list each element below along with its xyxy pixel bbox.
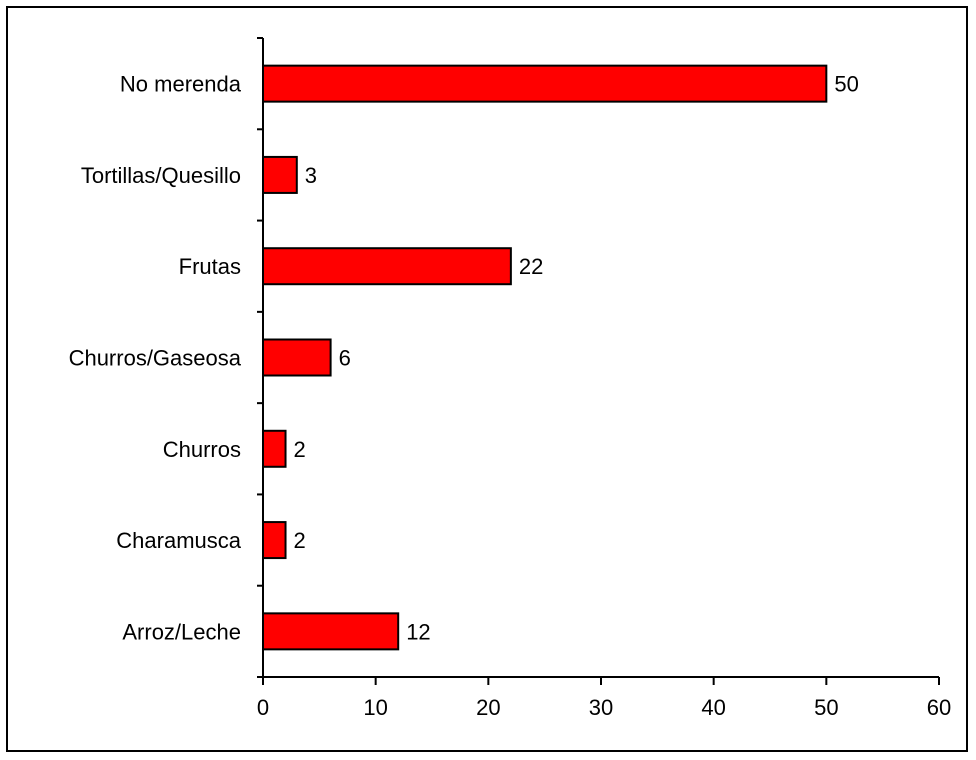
category-label: Frutas xyxy=(179,254,241,279)
category-label: Tortillas/Quesillo xyxy=(81,163,241,188)
bar xyxy=(262,429,287,468)
category-label: No merenda xyxy=(120,72,242,97)
bar xyxy=(262,338,332,377)
bar xyxy=(262,612,400,651)
x-tick-label: 40 xyxy=(701,695,725,720)
x-tick-label: 20 xyxy=(476,695,500,720)
category-label: Churros/Gaseosa xyxy=(69,346,242,371)
value-label: 22 xyxy=(519,254,543,279)
x-tick-label: 60 xyxy=(927,695,951,720)
category-label: Arroz/Leche xyxy=(122,619,241,644)
category-label: Churros xyxy=(163,437,241,462)
category-label: Charamusca xyxy=(116,528,241,553)
value-label: 50 xyxy=(834,72,858,97)
chart-frame xyxy=(6,6,968,752)
bar xyxy=(262,521,287,560)
bar xyxy=(262,155,298,194)
x-tick-label: 50 xyxy=(814,695,838,720)
value-label: 6 xyxy=(339,346,351,371)
value-label: 2 xyxy=(294,437,306,462)
x-tick-label: 0 xyxy=(257,695,269,720)
bar xyxy=(262,64,828,103)
bar xyxy=(262,247,512,286)
value-label: 12 xyxy=(406,619,430,644)
x-tick-label: 30 xyxy=(589,695,613,720)
x-tick-label: 10 xyxy=(363,695,387,720)
value-label: 3 xyxy=(305,163,317,188)
value-label: 2 xyxy=(294,528,306,553)
